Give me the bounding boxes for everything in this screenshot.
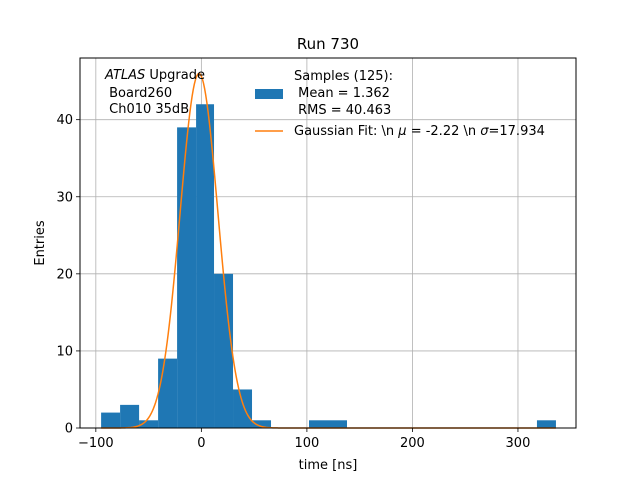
chart-title: Run 730 — [297, 35, 359, 53]
y-tick-label: 30 — [56, 190, 73, 205]
annotation-atlas: ATLAS — [104, 68, 145, 83]
y-tick-label: 0 — [65, 422, 73, 437]
histogram-bar — [233, 389, 253, 428]
axis-ticks: −100 0 100 200 300 0 10 20 30 40 — [56, 113, 530, 451]
histogram-bar — [101, 412, 121, 428]
histogram-bar — [252, 420, 272, 428]
annotation-line-3: Ch010 35dB — [105, 102, 189, 117]
x-tick-label: 0 — [197, 436, 205, 451]
legend-swatch-samples — [255, 89, 283, 99]
x-tick-label: 300 — [506, 436, 531, 451]
legend-fit-mid: = -2.22 \n — [407, 124, 481, 139]
histogram-bar — [158, 358, 178, 428]
x-tick-label: 100 — [294, 436, 319, 451]
annotation-upgrade: Upgrade — [145, 68, 205, 83]
histogram-bar — [196, 104, 215, 428]
y-tick-label: 40 — [56, 113, 73, 128]
histogram-bar — [139, 420, 159, 428]
legend-fit-suffix: =17.934 — [489, 124, 545, 139]
histogram-bar — [309, 420, 328, 428]
legend-samples-line-1: Samples (125): — [294, 69, 393, 84]
histogram-bar — [328, 420, 347, 428]
annotation-line-2: Board260 — [105, 86, 172, 101]
histogram-bar — [214, 273, 234, 428]
histogram-bar — [177, 127, 197, 428]
histogram-bar — [536, 420, 556, 428]
histogram-bars — [101, 104, 556, 428]
x-axis-title: time [ns] — [299, 458, 358, 473]
legend-samples-line-3: RMS = 40.463 — [294, 103, 391, 118]
x-tick-label: 200 — [400, 436, 425, 451]
legend-fit-prefix: Gaussian Fit: \n — [294, 124, 398, 139]
legend-fit-sigma: σ — [480, 124, 489, 139]
x-tick-label: −100 — [78, 436, 114, 451]
y-tick-label: 20 — [56, 267, 73, 282]
plot-frame — [79, 57, 577, 429]
annotation-line-1: ATLAS Upgrade — [104, 68, 205, 83]
y-axis-title: Entries — [33, 220, 48, 266]
legend-fit-mu: μ — [397, 124, 406, 139]
atlas-annotation: ATLAS Upgrade Board260 Ch010 35dB — [104, 68, 205, 117]
legend: Samples (125): Mean = 1.362 RMS = 40.463… — [255, 69, 545, 139]
legend-fit-label: Gaussian Fit: \n μ = -2.22 \n σ=17.934 — [294, 124, 545, 139]
y-tick-label: 10 — [56, 344, 73, 359]
histogram-bar — [120, 404, 140, 428]
legend-samples-line-2: Mean = 1.362 — [294, 86, 390, 101]
